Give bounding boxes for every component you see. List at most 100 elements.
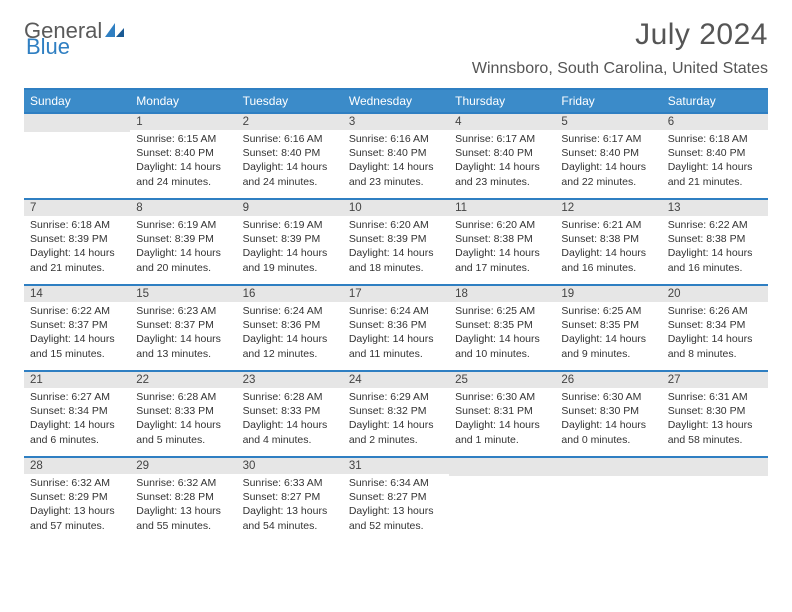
calendar-day-cell: 10Sunrise: 6:20 AMSunset: 8:39 PMDayligh…: [343, 199, 449, 285]
sunset-line: Sunset: 8:34 PM: [30, 404, 124, 418]
day-body: Sunrise: 6:19 AMSunset: 8:39 PMDaylight:…: [130, 216, 236, 279]
daylight-line: Daylight: 14 hours and 12 minutes.: [243, 332, 337, 360]
day-number: 14: [24, 286, 130, 302]
day-number: [24, 114, 130, 132]
sunset-line: Sunset: 8:28 PM: [136, 490, 230, 504]
day-body: Sunrise: 6:27 AMSunset: 8:34 PMDaylight:…: [24, 388, 130, 451]
sunset-line: Sunset: 8:40 PM: [349, 146, 443, 160]
daylight-line: Daylight: 14 hours and 24 minutes.: [243, 160, 337, 188]
day-number: 12: [555, 200, 661, 216]
calendar-week-row: 7 Sunrise: 6:18 AM Sunset: 8:39 PM Daylight…: [24, 199, 768, 285]
day-number: 27: [662, 372, 768, 388]
calendar-day-cell: 9Sunrise: 6:19 AMSunset: 8:39 PMDaylight…: [237, 199, 343, 285]
calendar-day-cell: 16Sunrise: 6:24 AMSunset: 8:36 PMDayligh…: [237, 285, 343, 371]
day-number: [449, 458, 555, 476]
daylight-line: Daylight: 14 hours and 1 minute.: [455, 418, 549, 446]
sunrise-line: Sunrise: 6:23 AM: [136, 304, 230, 318]
calendar-day-cell: 30Sunrise: 6:33 AMSunset: 8:27 PMDayligh…: [237, 457, 343, 543]
day-body: Sunrise: 6:25 AMSunset: 8:35 PMDaylight:…: [449, 302, 555, 365]
sunset-line: Sunset: 8:30 PM: [561, 404, 655, 418]
day-body: Sunrise: 6:21 AMSunset: 8:38 PMDaylight:…: [555, 216, 661, 279]
daylight-line: Daylight: 14 hours and 18 minutes.: [349, 246, 443, 274]
sunset-line: Sunset: 8:38 PM: [561, 232, 655, 246]
day-body: Sunrise: 6:29 AMSunset: 8:32 PMDaylight:…: [343, 388, 449, 451]
sunrise-line: Sunrise: 6:28 AM: [136, 390, 230, 404]
sunrise-line: Sunrise: 6:24 AM: [349, 304, 443, 318]
calendar-day-cell: 13Sunrise: 6:22 AMSunset: 8:38 PMDayligh…: [662, 199, 768, 285]
calendar-day-cell: 21Sunrise: 6:27 AMSunset: 8:34 PMDayligh…: [24, 371, 130, 457]
daylight-line: Daylight: 14 hours and 24 minutes.: [136, 160, 230, 188]
day-number: 26: [555, 372, 661, 388]
sunset-line: Sunset: 8:39 PM: [136, 232, 230, 246]
sunset-line: Sunset: 8:27 PM: [349, 490, 443, 504]
calendar-day-cell: 11Sunrise: 6:20 AMSunset: 8:38 PMDayligh…: [449, 199, 555, 285]
calendar-day-cell: 31Sunrise: 6:34 AMSunset: 8:27 PMDayligh…: [343, 457, 449, 543]
calendar-day-cell: 28Sunrise: 6:32 AMSunset: 8:29 PMDayligh…: [24, 457, 130, 543]
calendar-day-cell: 29Sunrise: 6:32 AMSunset: 8:28 PMDayligh…: [130, 457, 236, 543]
day-body: Sunrise: 6:16 AMSunset: 8:40 PMDaylight:…: [237, 130, 343, 193]
sunrise-line: Sunrise: 6:30 AM: [561, 390, 655, 404]
day-body: Sunrise: 6:32 AMSunset: 8:28 PMDaylight:…: [130, 474, 236, 537]
sunrise-line: Sunrise: 6:33 AM: [243, 476, 337, 490]
calendar-day-cell: 19Sunrise: 6:25 AMSunset: 8:35 PMDayligh…: [555, 285, 661, 371]
day-number: [555, 458, 661, 476]
day-body: Sunrise: 6:28 AMSunset: 8:33 PMDaylight:…: [130, 388, 236, 451]
calendar-day-cell: 3Sunrise: 6:16 AMSunset: 8:40 PMDaylight…: [343, 113, 449, 199]
sunrise-line: Sunrise: 6:18 AM: [30, 218, 124, 232]
sunrise-line: Sunrise: 6:34 AM: [349, 476, 443, 490]
calendar-day-cell: 8Sunrise: 6:19 AMSunset: 8:39 PMDaylight…: [130, 199, 236, 285]
sunrise-line: Sunrise: 6:15 AM: [136, 132, 230, 146]
weekday-header: Wednesday: [343, 89, 449, 113]
day-number: 7: [24, 200, 130, 216]
sunrise-line: Sunrise: 6:24 AM: [243, 304, 337, 318]
calendar-day-cell: 25Sunrise: 6:30 AMSunset: 8:31 PMDayligh…: [449, 371, 555, 457]
daylight-line: Daylight: 13 hours and 54 minutes.: [243, 504, 337, 532]
sunset-line: Sunset: 8:38 PM: [455, 232, 549, 246]
sunrise-line: Sunrise: 6:19 AM: [136, 218, 230, 232]
sunrise-line: Sunrise: 6:26 AM: [668, 304, 762, 318]
calendar-day-cell: 20Sunrise: 6:26 AMSunset: 8:34 PMDayligh…: [662, 285, 768, 371]
sunrise-line: Sunrise: 6:16 AM: [349, 132, 443, 146]
daylight-line: Daylight: 14 hours and 10 minutes.: [455, 332, 549, 360]
daylight-line: Daylight: 14 hours and 4 minutes.: [243, 418, 337, 446]
calendar-day-cell: 17Sunrise: 6:24 AMSunset: 8:36 PMDayligh…: [343, 285, 449, 371]
daylight-line: Daylight: 14 hours and 9 minutes.: [561, 332, 655, 360]
sunset-line: Sunset: 8:39 PM: [243, 232, 337, 246]
day-body: Sunrise: 6:34 AMSunset: 8:27 PMDaylight:…: [343, 474, 449, 537]
day-body: Sunrise: 6:20 AMSunset: 8:39 PMDaylight:…: [343, 216, 449, 279]
location-text: Winnsboro, South Carolina, United States: [24, 60, 768, 78]
sunset-line: Sunset: 8:27 PM: [243, 490, 337, 504]
sunrise-line: Sunrise: 6:16 AM: [243, 132, 337, 146]
calendar-page: General July 2024 Blue Winnsboro, South …: [0, 0, 792, 561]
sunrise-line: Sunrise: 6:18 AM: [668, 132, 762, 146]
calendar-day-cell: 18Sunrise: 6:25 AMSunset: 8:35 PMDayligh…: [449, 285, 555, 371]
sunrise-line: Sunrise: 6:22 AM: [668, 218, 762, 232]
sunrise-line: Sunrise: 6:28 AM: [243, 390, 337, 404]
sunrise-line: Sunrise: 6:25 AM: [455, 304, 549, 318]
day-body: Sunrise: 6:24 AMSunset: 8:36 PMDaylight:…: [237, 302, 343, 365]
sunset-line: Sunset: 8:35 PM: [455, 318, 549, 332]
daylight-line: Daylight: 14 hours and 5 minutes.: [136, 418, 230, 446]
day-body: Sunrise: 6:30 AMSunset: 8:31 PMDaylight:…: [449, 388, 555, 451]
sunrise-line: Sunrise: 6:27 AM: [30, 390, 124, 404]
sunset-line: Sunset: 8:38 PM: [668, 232, 762, 246]
day-body: Sunrise: 6:33 AMSunset: 8:27 PMDaylight:…: [237, 474, 343, 537]
day-number: 18: [449, 286, 555, 302]
calendar-day-cell: [449, 457, 555, 543]
day-number: 30: [237, 458, 343, 474]
day-number: 19: [555, 286, 661, 302]
daylight-line: Daylight: 14 hours and 16 minutes.: [668, 246, 762, 274]
daylight-line: Daylight: 14 hours and 23 minutes.: [349, 160, 443, 188]
day-number: 1: [130, 114, 236, 130]
day-body: Sunrise: 6:15 AMSunset: 8:40 PMDaylight:…: [130, 130, 236, 193]
sunset-line: Sunset: 8:31 PM: [455, 404, 549, 418]
daylight-line: Daylight: 14 hours and 23 minutes.: [455, 160, 549, 188]
day-number: 5: [555, 114, 661, 130]
sunset-line: Sunset: 8:37 PM: [136, 318, 230, 332]
day-body: Sunrise: 6:30 AMSunset: 8:30 PMDaylight:…: [555, 388, 661, 451]
sunset-line: Sunset: 8:40 PM: [668, 146, 762, 160]
calendar-day-cell: [662, 457, 768, 543]
calendar-day-cell: [24, 113, 130, 199]
day-number: 22: [130, 372, 236, 388]
day-number: 20: [662, 286, 768, 302]
